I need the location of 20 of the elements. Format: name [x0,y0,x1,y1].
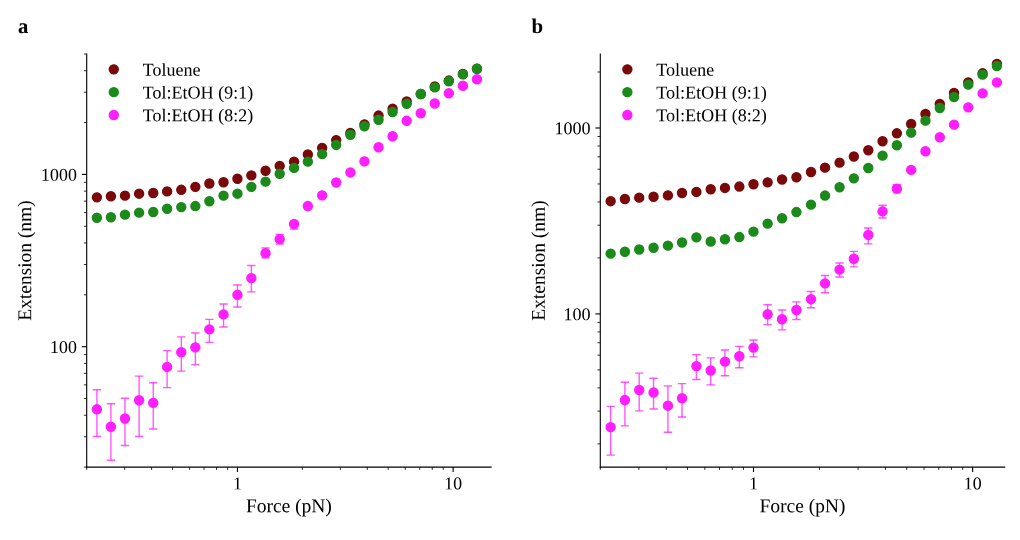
x-axis-title: Force (pN) [246,498,331,517]
legend-label: Toluene [143,63,200,76]
y-tick-label: 100 [565,308,590,321]
chart-title: b [531,18,543,34]
legend-label: Tol:EtOH (9:1) [143,85,253,103]
legend-label: Tol:EtOH (8:2) [143,108,253,126]
x-tick-label: 1 [234,477,241,490]
legend-label: Toluene [656,63,714,76]
y-tick-label: 1000 [42,168,77,181]
legend-label: Tol:EtOH (8:2) [656,108,767,126]
y-axis-title: Extension (nm) [17,201,36,321]
x-tick-label: 10 [965,477,982,490]
y-axis-title: Extension (nm) [531,201,549,321]
chart-title: a [18,23,29,34]
y-tick-label: 100 [51,340,77,354]
y-tick-label: 1000 [556,122,590,135]
x-tick-label: 1 [750,477,757,490]
x-tick-label: 10 [445,477,462,490]
x-axis-title: Force (pN) [760,498,845,517]
legend-label: Tol:EtOH (9:1) [656,85,767,103]
